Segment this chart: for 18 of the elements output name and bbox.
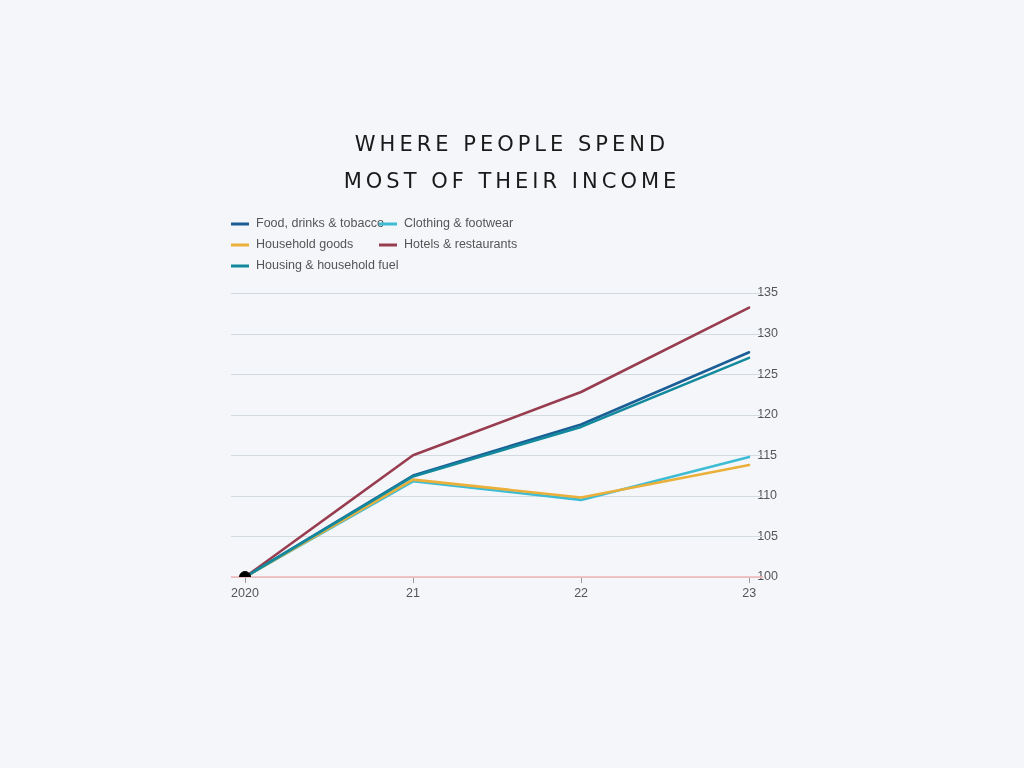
x-tick-label: 23 xyxy=(742,585,757,600)
y-tick-label: 105 xyxy=(757,528,779,543)
legend-label: Household goods xyxy=(256,237,354,252)
legend-label: Hotels & restaurants xyxy=(404,237,518,252)
y-tick-label: 110 xyxy=(757,488,778,503)
y-tick-label: 115 xyxy=(757,447,778,462)
x-tick-label: 2020 xyxy=(231,585,259,600)
x-tick-label: 21 xyxy=(406,585,421,600)
legend-label: Housing & household fuel xyxy=(256,258,399,273)
legend-label: Clothing & footwear xyxy=(404,216,514,231)
y-tick-label: 130 xyxy=(757,326,779,341)
y-tick-label: 135 xyxy=(757,285,779,300)
legend-label: Food, drinks & tobacco xyxy=(256,216,384,231)
y-tick-label: 120 xyxy=(757,407,779,422)
x-tick-label: 22 xyxy=(574,585,589,600)
y-tick-label: 125 xyxy=(757,366,779,381)
y-tick-label: 100 xyxy=(757,569,779,584)
chart-title: WHERE PEOPLE SPEND MOST OF THEIR INCOME xyxy=(342,131,682,195)
